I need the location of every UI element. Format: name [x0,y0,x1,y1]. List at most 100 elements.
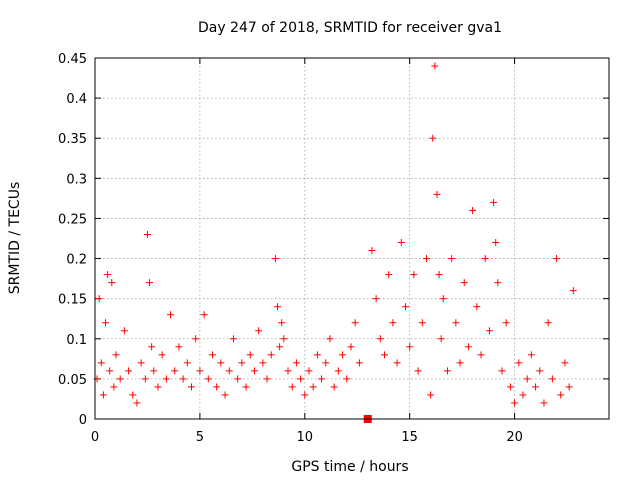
data-point [154,383,162,391]
data-point [267,351,275,359]
data-point [188,383,196,391]
data-point [553,255,561,263]
data-point [162,375,170,383]
data-point [229,335,237,343]
data-point [108,279,116,287]
data-point [490,198,498,206]
data-point [406,343,414,351]
data-point [274,303,282,311]
x-tick-label: 5 [196,430,204,445]
data-point [297,375,305,383]
data-point [137,359,145,367]
data-point [192,335,200,343]
data-point [204,375,212,383]
data-point [133,399,141,407]
data-point [456,359,464,367]
data-point [343,375,351,383]
data-point [183,359,191,367]
data-point [221,391,229,399]
data-point [305,367,313,375]
data-point [418,319,426,327]
data-point [494,279,502,287]
data-point [464,343,472,351]
data-point [376,335,384,343]
data-point [143,230,151,238]
data-points [93,62,577,423]
data-point [473,303,481,311]
data-point [255,327,263,335]
data-point [422,255,430,263]
data-point [443,367,451,375]
data-point [150,367,158,375]
data-point [259,359,267,367]
data-point [498,367,506,375]
data-point [469,206,477,214]
data-point [460,279,468,287]
data-point [179,375,187,383]
data-point [397,239,405,247]
y-tick-label: 0.35 [58,132,87,147]
data-point [292,359,300,367]
axis-ticks [94,57,609,420]
data-point [213,383,221,391]
data-point [536,367,544,375]
data-point [288,383,296,391]
data-point [433,190,441,198]
data-point [393,359,401,367]
plot-frame [94,57,610,420]
data-point [112,351,120,359]
data-point [351,319,359,327]
data-point [225,367,233,375]
data-point [565,383,573,391]
data-point [427,391,435,399]
data-point [200,311,208,319]
data-point [95,295,103,303]
data-point [414,367,422,375]
data-point [120,327,128,335]
data-point [158,351,166,359]
y-tick-labels: 0 0.05 0.1 0.15 0.2 0.25 0.3 0.35 0.4 0.45 [58,52,87,428]
x-axis-label: GPS time / hours [291,459,408,475]
data-point [339,351,347,359]
data-point [271,255,279,263]
y-tick-label: 0.45 [58,52,87,67]
data-point [519,391,527,399]
data-point [129,391,137,399]
data-point [99,391,107,399]
data-point [452,319,460,327]
data-point [263,375,271,383]
data-point [544,319,552,327]
data-point [523,375,531,383]
data-point [234,375,242,383]
data-point [492,239,500,247]
data-point [322,359,330,367]
data-point [481,255,489,263]
data-point [437,335,445,343]
data-point [301,391,309,399]
data-point [284,367,292,375]
data-point [167,311,175,319]
data-point [532,383,540,391]
data-point [246,351,254,359]
data-point [527,351,535,359]
data-point [381,351,389,359]
data-point [97,359,105,367]
chart-title: Day 247 of 2018, SRMTID for receiver gva… [198,20,502,36]
data-point [171,367,179,375]
data-point [217,359,225,367]
data-point [148,343,156,351]
data-point [511,399,519,407]
data-point [477,351,485,359]
data-point [540,399,548,407]
data-point [141,375,149,383]
data-point [569,287,577,295]
data-point [106,367,114,375]
x-tick-label: 10 [297,430,314,445]
data-point [448,255,456,263]
data-point [485,327,493,335]
data-point [401,303,409,311]
data-point [196,367,204,375]
y-tick-label: 0.1 [66,333,87,348]
data-point [561,359,569,367]
